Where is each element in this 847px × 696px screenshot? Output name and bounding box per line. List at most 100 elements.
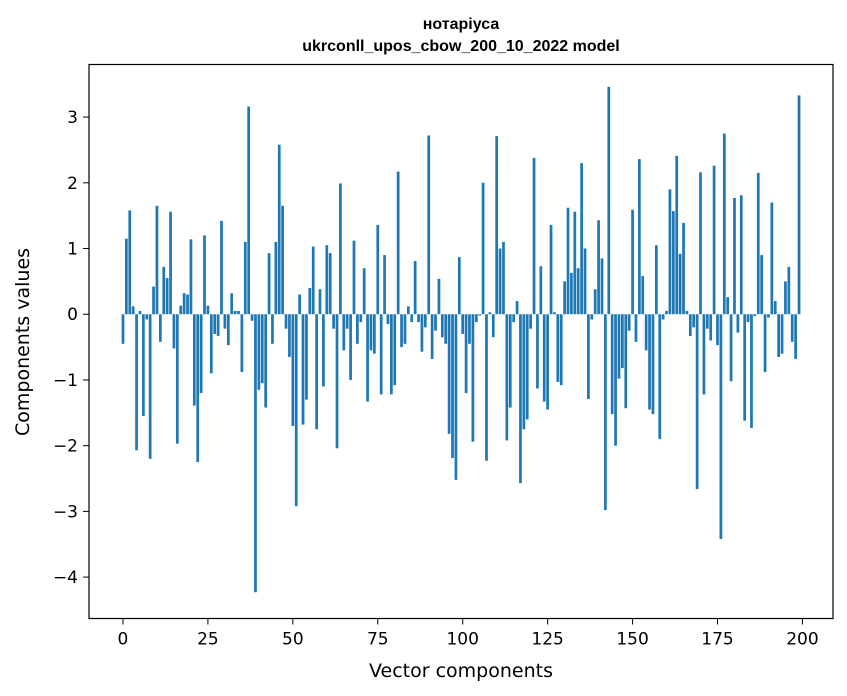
bar-component-49 [288,314,291,357]
bar-component-129 [559,314,563,386]
bar-component-53 [301,314,305,425]
bar-component-156 [651,314,655,415]
bar-component-30 [223,314,227,329]
bar-component-74 [373,314,376,354]
bar-component-146 [617,314,621,379]
bar-component-113 [505,314,509,441]
bar-component-26 [209,314,213,374]
bar-component-89 [423,314,427,328]
bar-component-199 [797,95,801,315]
bar-component-40 [257,314,261,390]
bar-component-9 [152,286,155,315]
bar-component-123 [539,266,543,315]
bar-component-62 [332,314,335,329]
bar-component-16 [175,314,179,444]
bar-component-114 [508,314,512,408]
bar-component-93 [437,278,441,315]
bar-component-149 [627,314,631,331]
x-tick-label: 75 [367,630,389,650]
bar-component-198 [794,314,797,359]
bar-component-21 [192,314,196,406]
bar-component-173 [709,314,713,341]
plot-area-frame [88,63,834,620]
bar-component-98 [454,314,458,480]
bar-component-163 [675,155,679,315]
bar-component-106 [481,182,485,315]
bar-component-139 [593,289,597,315]
bar-component-154 [644,314,648,351]
bar-component-108 [488,312,492,315]
bar-component-133 [573,211,577,315]
bar-component-46 [277,144,281,315]
bar-component-85 [410,314,414,323]
bar-component-34 [237,310,240,315]
bar-component-42 [264,314,268,408]
bar-component-138 [590,314,594,320]
bar-component-181 [736,314,740,333]
bar-component-71 [362,268,366,315]
bar-component-102 [468,314,471,344]
bar-component-79 [390,314,393,395]
bar-component-73 [369,314,373,351]
bar-component-185 [750,314,753,428]
bar-component-48 [284,314,288,329]
bar-component-28 [216,314,220,336]
bar-component-124 [542,314,546,402]
x-tick-label: 175 [701,630,733,650]
bar-component-64 [339,183,342,315]
bar-component-135 [580,163,583,315]
bar-component-65 [342,314,346,351]
bar-component-187 [756,172,760,315]
bar-component-4 [135,314,138,451]
bar-component-137 [587,314,590,400]
bar-component-92 [434,314,437,331]
x-tick-label: 125 [531,630,563,650]
x-axis-ticks: 0 25 50 75 100 125 150 175 200 [118,618,819,650]
bar-component-142 [604,314,607,511]
bar-component-67 [349,314,352,380]
bar-component-7 [145,314,149,320]
bar-component-55 [308,287,312,315]
bar-component-178 [726,297,730,315]
bar-component-107 [485,314,488,461]
bar-component-192 [773,301,777,315]
bar-component-197 [790,314,794,342]
bar-component-69 [356,314,359,344]
y-tick-label: 0 [67,305,78,325]
bar-component-183 [743,314,747,421]
bar-component-189 [763,314,767,373]
bar-component-120 [529,314,532,329]
bar-component-131 [566,207,570,315]
y-tick-label: 3 [67,108,78,128]
bar-component-109 [491,314,495,338]
bar-component-81 [396,171,400,315]
bar-component-24 [203,235,206,315]
bar-component-130 [563,281,566,315]
bar-component-144 [610,314,614,415]
bar-component-132 [570,272,573,315]
bar-component-128 [556,314,560,382]
bar-component-15 [172,314,176,349]
bar-component-152 [638,159,641,315]
bar-component-116 [515,301,519,315]
y-tick-label: −1 [53,371,78,391]
bar-component-95 [444,314,448,344]
bar-component-177 [722,133,726,315]
bar-component-184 [746,314,750,323]
chart-title-line1: нотаріуса [423,16,500,33]
bar-component-97 [451,314,454,459]
bar-component-8 [148,314,152,459]
bar-component-99 [457,257,461,315]
bar-component-126 [549,224,553,315]
bar-component-39 [254,314,257,593]
bar-component-5 [138,310,142,315]
bar-component-104 [474,314,478,323]
bar-component-166 [685,310,689,315]
bar-component-43 [267,253,271,315]
bar-component-36 [243,241,247,315]
bar-component-159 [661,314,665,320]
bar-component-70 [359,314,363,323]
bar-component-77 [383,255,386,315]
bar-component-38 [250,314,254,321]
bar-component-194 [780,314,784,354]
